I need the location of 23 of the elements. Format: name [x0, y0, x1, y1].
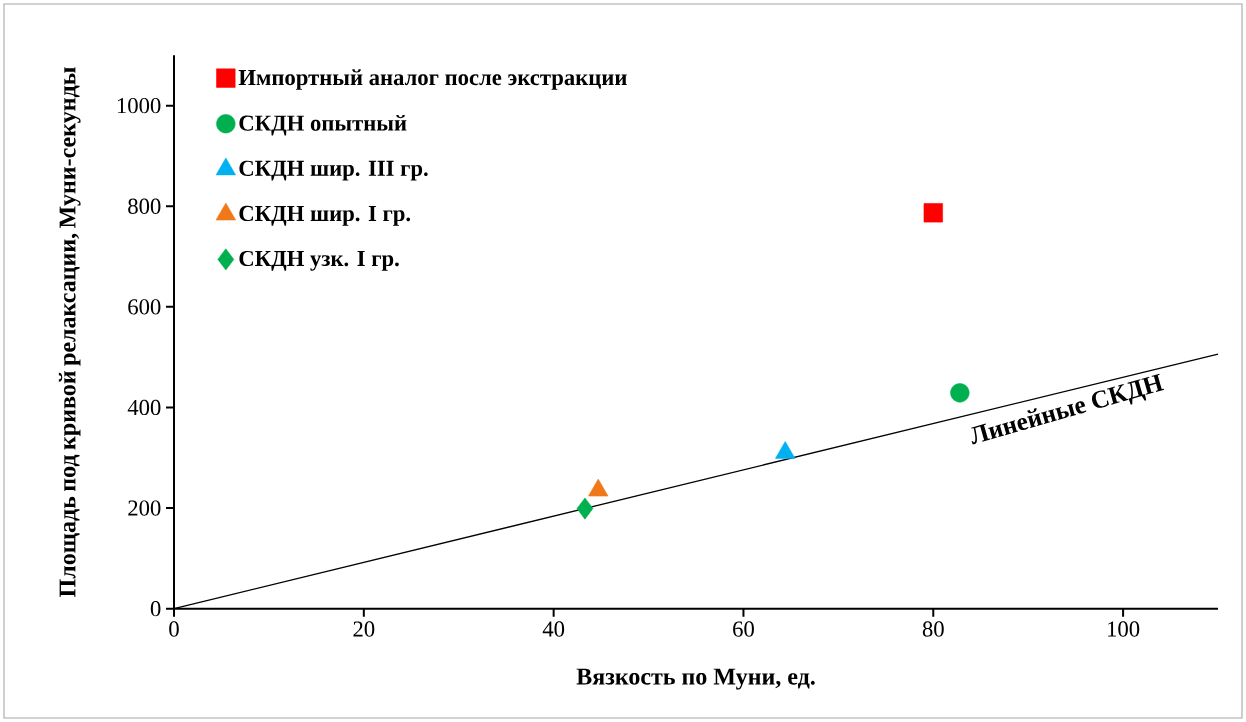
x-tick-label: 20	[353, 621, 375, 637]
y-tick-label: 600	[128, 299, 161, 315]
point	[775, 441, 796, 459]
point	[923, 203, 943, 223]
x-tick-label: 80	[922, 621, 944, 637]
x-tick-label: 0	[169, 621, 179, 637]
x-tick-label: 60	[733, 621, 754, 637]
legend-label: СКДН шир. I гр.	[239, 205, 411, 226]
legend-label: СКДН узк. I гр.	[239, 250, 399, 271]
y-tick-label: 200	[128, 500, 161, 516]
point	[950, 383, 970, 403]
y-tick-label: 0	[150, 601, 161, 617]
legend-label: Импортный аналог после экстракции	[238, 69, 627, 90]
y-tick-label: 1000	[117, 97, 161, 114]
legend-label: СКДН шир. III гр.	[239, 160, 428, 181]
legend-label: СКДН опытный	[239, 114, 407, 136]
x-tick-label: 100	[1108, 621, 1140, 637]
point	[588, 478, 609, 497]
x-tick-label: 40	[542, 621, 565, 637]
y-tick-label: 800	[128, 198, 161, 214]
y-axis-title: Площадь под кривой релаксации, Муни-секунды	[58, 67, 81, 597]
x-axis-title: Вязкость по Муни, ед.	[576, 668, 815, 690]
y-tick-label: 400	[127, 399, 161, 416]
